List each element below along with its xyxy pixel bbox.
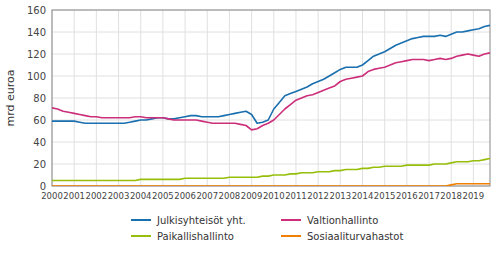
x-grid-line [295,10,296,186]
legend-swatch [281,235,301,237]
x-tick-label: 2011 [285,191,307,201]
chart: 0204060801001201401602000200120022003200… [0,0,500,260]
x-grid-line [406,10,407,186]
x-tick-label: 2004 [130,191,152,201]
y-tick-label: 140 [27,27,46,38]
series-line [52,25,490,123]
x-grid-line [162,10,163,186]
legend-label: Sosiaaliturvahastot [307,231,403,242]
x-grid-line [451,10,452,186]
x-grid-line [74,10,75,186]
legend-label: Julkisyhteisöt yht. [156,215,246,226]
x-tick-label: 2014 [352,191,374,201]
x-grid-line [384,10,385,186]
y-axis-label: mrd euroa [4,69,17,126]
x-tick-label: 2000 [41,191,63,201]
x-grid-line [96,10,97,186]
x-tick-label: 2010 [263,191,285,201]
y-tick-label: 40 [33,137,46,148]
x-grid-line [118,10,119,186]
x-grid-line [185,10,186,186]
y-tick-label: 60 [33,115,46,126]
y-grid-line [52,142,490,143]
plot-frame [52,10,490,186]
x-grid-line [473,10,474,186]
x-grid-line [273,10,274,186]
legend-label: Paikallishallinto [157,231,234,242]
y-tick-label: 100 [27,71,46,82]
legend-label: Valtionhallinto [307,215,378,226]
y-grid-line [52,54,490,55]
y-tick-label: 20 [33,159,46,170]
x-grid-line [207,10,208,186]
y-grid-line [52,32,490,33]
x-tick-label: 2001 [63,191,85,201]
x-tick-label: 2012 [307,191,329,201]
x-tick-label: 2013 [329,191,351,201]
x-grid-line [229,10,230,186]
legend-swatch [131,235,151,237]
x-tick-label: 2017 [418,191,440,201]
y-tick-label: 160 [27,5,46,16]
x-tick-label: 2002 [86,191,108,201]
series-line [52,184,490,186]
x-grid-line [251,10,252,186]
y-tick-label: 80 [33,93,46,104]
x-tick-label: 2008 [219,191,241,201]
x-tick-label: 2009 [241,191,263,201]
x-tick-label: 2006 [174,191,196,201]
series-line [52,159,490,181]
x-tick-label: 2015 [374,191,396,201]
x-tick-label: 2018 [440,191,462,201]
y-grid-line [52,98,490,99]
x-tick-label: 2003 [108,191,130,201]
legend: Julkisyhteisöt yht. Valtionhallinto Paikal… [131,215,403,242]
y-grid-line [52,120,490,121]
legend-swatch [131,219,151,221]
legend-swatch [281,219,301,221]
y-tick-label: 0 [40,181,46,192]
x-tick-label: 2016 [396,191,418,201]
x-tick-label: 2007 [196,191,218,201]
series-line [52,53,490,130]
grid [52,10,490,186]
x-grid-line [340,10,341,186]
x-tick-label: 2019 [463,191,485,201]
x-grid-line [318,10,319,186]
x-grid-line [362,10,363,186]
x-grid-line [140,10,141,186]
x-tick-label: 2005 [152,191,174,201]
lines [52,25,490,186]
y-tick-label: 120 [27,49,46,60]
y-grid-line [52,76,490,77]
